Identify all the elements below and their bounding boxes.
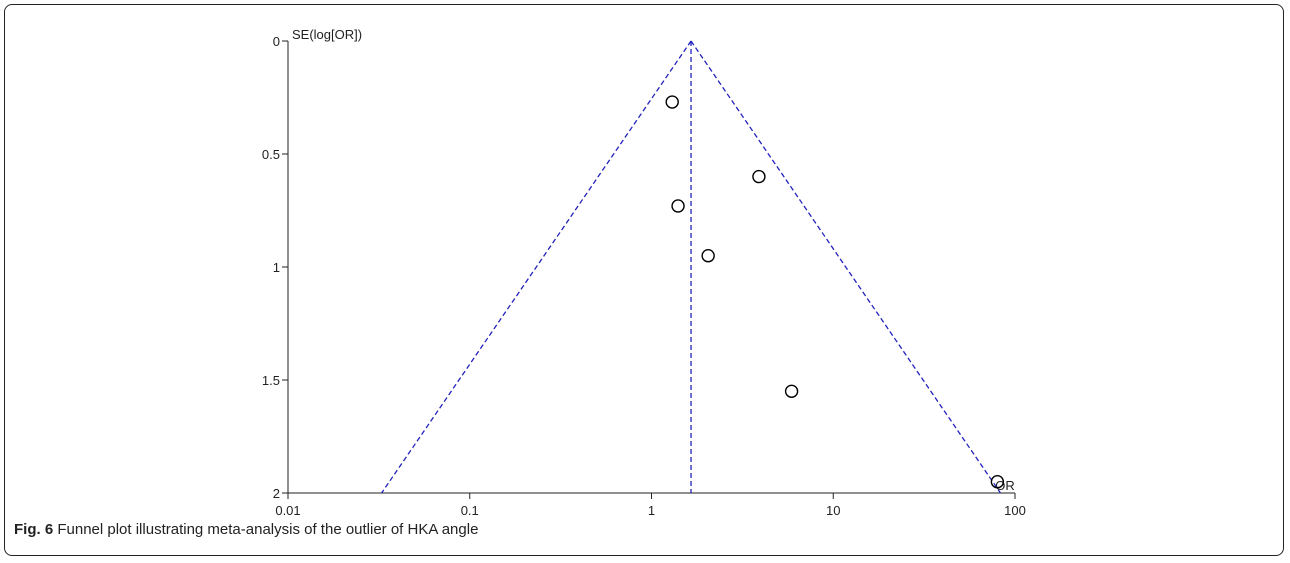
x-tick-label: 1 [648,503,655,518]
x-tick-label: 100 [1004,503,1026,518]
study-point [752,169,766,184]
y-tick-label: 1.5 [262,373,280,388]
figure-frame [4,4,1284,556]
x-axis-label: OR [995,478,1015,493]
study-point [701,248,715,263]
x-tick-label: 0.1 [461,503,479,518]
y-tick-label: 2 [273,486,280,501]
study-point [784,384,799,398]
study-point [671,199,685,213]
y-tick-label: 0.5 [262,147,280,162]
study-point [990,475,1005,489]
y-axis-label: SE(log[OR]) [292,27,362,42]
funnel-right-limit [690,40,1001,494]
x-tick-label: 0.01 [275,503,300,518]
x-tick-label: 10 [826,503,840,518]
study-point [665,95,679,109]
figure-caption: Fig. 6 Funnel plot illustrating meta-ana… [14,521,478,538]
y-tick-label: 0 [273,34,280,49]
caption-text: Funnel plot illustrating meta-analysis o… [57,521,479,538]
y-tick-label: 1 [273,260,280,275]
figure-label: Fig. 6 [14,521,54,538]
funnel-left-limit [381,40,692,494]
